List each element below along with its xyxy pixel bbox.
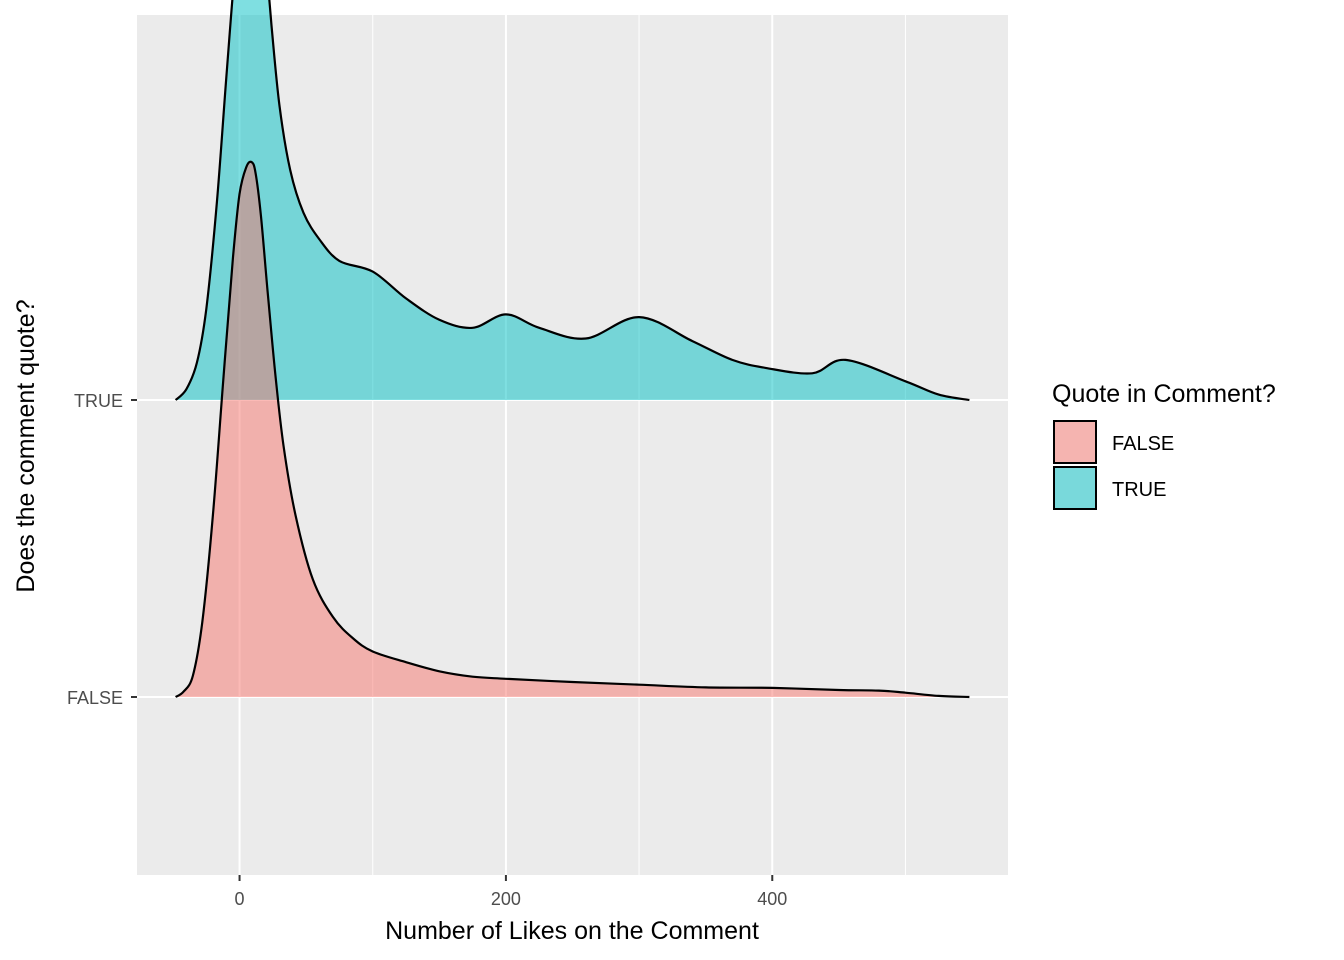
minor-grid — [372, 15, 906, 875]
legend: Quote in Comment? FALSE TRUE — [1052, 380, 1276, 510]
x-tick-label-400: 400 — [757, 889, 787, 909]
y-tick-label-true: TRUE — [74, 391, 123, 411]
legend-title: Quote in Comment? — [1052, 380, 1276, 408]
x-axis-title: Number of Likes on the Comment — [385, 917, 759, 945]
y-axis: FALSE TRUE — [67, 391, 137, 708]
legend-key-true — [1053, 466, 1097, 510]
legend-key-false — [1053, 420, 1097, 464]
density-outline-false — [175, 160, 970, 699]
legend-label-true: TRUE — [1112, 479, 1166, 501]
density-ridges — [174, 0, 970, 699]
y-tick-label-false: FALSE — [67, 688, 123, 708]
legend-label-false: FALSE — [1112, 433, 1174, 455]
x-tick-label-200: 200 — [491, 889, 521, 909]
density-area-true — [175, 0, 970, 400]
x-axis: 0 200 400 — [235, 875, 787, 909]
density-area-false — [175, 161, 970, 698]
y-axis-title: Does the comment quote? — [12, 299, 40, 592]
density-outline-true — [174, 0, 970, 402]
x-tick-label-0: 0 — [235, 889, 245, 909]
